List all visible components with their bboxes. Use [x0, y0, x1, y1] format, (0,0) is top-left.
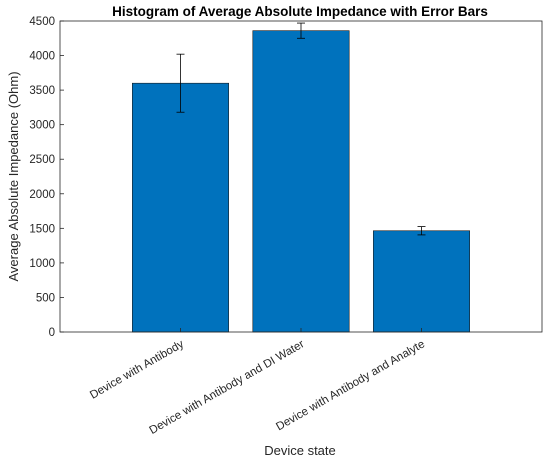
bars-group — [132, 30, 470, 333]
error-bar-1 — [176, 53, 185, 113]
bar-2 — [252, 30, 350, 333]
y-tick-label-9: 4500 — [29, 16, 55, 28]
y-axis-label: Average Absolute Impedance (Ohm) — [6, 71, 21, 281]
y-tick-label-5: 2500 — [29, 154, 55, 166]
error-bars-group — [176, 22, 426, 236]
bar-3 — [372, 230, 470, 333]
y-tick-label-1: 500 — [36, 292, 55, 304]
y-tick-label-0: 0 — [49, 327, 55, 339]
y-tick-label-8: 4000 — [29, 51, 55, 63]
chart-title: Histogram of Average Absolute Impedance … — [112, 4, 488, 19]
y-axis-ticks: 0 500 1000 1500 2000 2500 3000 3500 4000 4500 — [29, 16, 64, 339]
y-tick-label-7: 3500 — [29, 85, 55, 97]
y-tick-label-2: 1000 — [29, 258, 55, 270]
error-bar-2 — [297, 22, 305, 39]
y-tick-label-3: 1500 — [29, 223, 55, 235]
y-tick-label-6: 3000 — [29, 120, 55, 132]
x-axis-label: Device state — [264, 443, 336, 458]
error-bar-3 — [417, 226, 426, 236]
bar-1 — [132, 82, 230, 333]
y-tick-label-4: 2000 — [29, 189, 55, 201]
x-tick-label-1: Device with Antibody — [88, 338, 186, 402]
